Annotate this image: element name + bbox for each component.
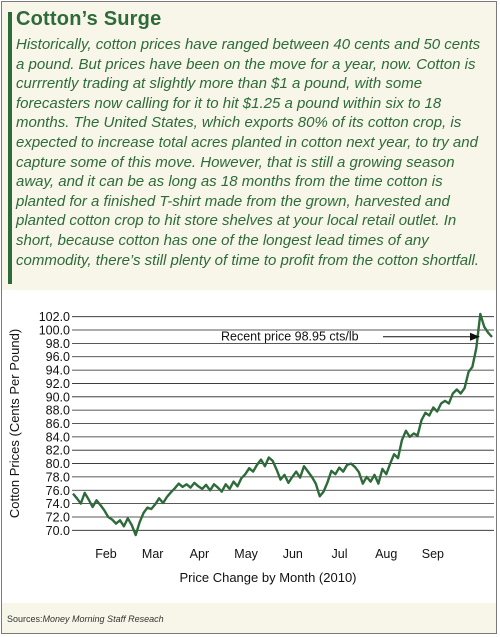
x-tick-label: May — [234, 547, 258, 561]
price-series-line — [72, 312, 493, 537]
y-tick-label: 92.0 — [46, 377, 70, 391]
y-axis-label: Cotton Prices (Cents Per Pound) — [7, 329, 22, 518]
y-tick-label: 90.0 — [46, 390, 70, 404]
x-axis-label: Price Change by Month (2010) — [179, 570, 356, 585]
page-title: Cotton’s Surge — [16, 8, 162, 30]
grid-layer — [72, 316, 494, 531]
y-tick-label: 86.0 — [46, 417, 70, 431]
x-tick-labels: Feb Mar Apr May Jun Jul Aug Sep — [95, 547, 444, 561]
y-tick-label: 84.0 — [46, 430, 70, 444]
intro-paragraph: Historically, cotton prices have ranged … — [16, 36, 481, 269]
y-tick-label: 102.0 — [39, 310, 70, 324]
x-tick-label: Jun — [283, 547, 303, 561]
y-tick-label: 100.0 — [39, 324, 70, 338]
y-tick-label: 80.0 — [46, 457, 70, 471]
y-tick-label: 70.0 — [46, 524, 70, 538]
y-tick-label: 74.0 — [46, 497, 70, 511]
y-tick-label: 98.0 — [46, 337, 70, 351]
y-tick-label: 72.0 — [46, 510, 70, 524]
y-tick-label: 78.0 — [46, 470, 70, 484]
chart-panel: 102.0 100.0 98.0 96.0 94.0 92.0 90.0 88.0 86.0 84… — [2, 290, 496, 603]
header-section: Cotton’s Surge Historically, cotton pric… — [2, 2, 496, 288]
y-tick-label: 96.0 — [46, 350, 70, 364]
x-tick-label: Sep — [422, 547, 444, 561]
x-tick-label: Jul — [332, 547, 348, 561]
x-tick-label: Apr — [190, 547, 209, 561]
y-tick-labels: 102.0100.098.096.094.092.090.088.086.084… — [39, 310, 70, 538]
annotation-arrowhead-icon — [470, 332, 480, 341]
annotation-layer: Recent price 98.95 cts/lb — [221, 330, 480, 344]
price-chart: 102.0100.098.096.094.092.090.088.086.084… — [7, 310, 494, 585]
source-label: Sources: — [7, 614, 43, 624]
x-tick-label: Aug — [375, 547, 397, 561]
accent-bar — [8, 12, 12, 284]
x-tick-label: Mar — [142, 547, 164, 561]
y-tick-label: 94.0 — [46, 364, 70, 378]
y-tick-label: 76.0 — [46, 484, 70, 498]
y-tick-label: 88.0 — [46, 404, 70, 418]
x-tick-label: Feb — [95, 547, 117, 561]
recent-price-annotation: Recent price 98.95 cts/lb — [221, 330, 359, 344]
source-note: Sources:Money Morning Staff Reseach — [7, 614, 164, 624]
source-text: Money Morning Staff Reseach — [42, 614, 164, 624]
y-tick-label: 82.0 — [46, 444, 70, 458]
